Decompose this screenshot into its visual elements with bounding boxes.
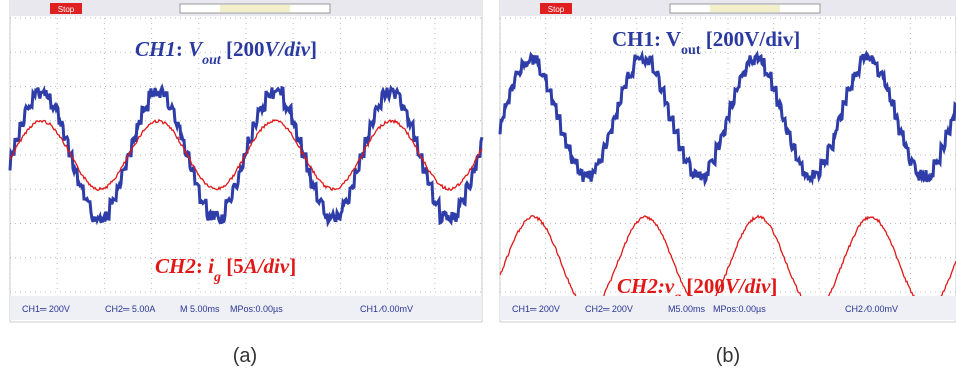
label-part: ] [289, 254, 296, 278]
status-text: M5.00ms [668, 304, 706, 314]
caption: (a) [233, 345, 257, 367]
label-part: V/div [725, 274, 771, 298]
label-part: CH2 [155, 254, 196, 278]
label-part: CH2: [617, 274, 665, 298]
label-part: CH1: V [612, 27, 681, 51]
label-part: : [176, 37, 188, 61]
status-text: MPos:0.00µs [230, 304, 283, 314]
label-part: [200 [681, 274, 725, 298]
status-text: CH2═ 5.00A [105, 304, 155, 314]
label-part: g [213, 270, 221, 285]
label-part: ] [770, 274, 777, 298]
label-part: A/div [242, 254, 290, 278]
label-part: [200V/div] [700, 27, 800, 51]
trigger-window [220, 5, 290, 12]
status-text: CH1═ 200V [22, 304, 70, 314]
stop-label: Stop [58, 5, 75, 14]
label-part: V/div [265, 37, 311, 61]
stop-label: Stop [548, 5, 565, 14]
label-part: out [681, 43, 701, 58]
status-text: M 5.00ms [180, 304, 220, 314]
trigger-window [710, 5, 780, 12]
label-part: ] [310, 37, 317, 61]
label-part: [200 [221, 37, 265, 61]
label-part: out [202, 53, 222, 68]
label-part: [5 [221, 254, 244, 278]
label-part: CH1 [135, 37, 176, 61]
caption: (b) [716, 345, 740, 367]
status-text: CH1 ∕0.00mV [360, 304, 413, 314]
status-text: CH1═ 200V [512, 304, 560, 314]
label-part: : [196, 254, 208, 278]
status-text: CH2═ 200V [585, 304, 633, 314]
status-text: CH2 ∕0.00mV [845, 304, 898, 314]
figure: StopCH1: Vout [200V/div]CH2: ig [5A/div]… [0, 0, 956, 374]
status-text: MPos:0.00µs [713, 304, 766, 314]
